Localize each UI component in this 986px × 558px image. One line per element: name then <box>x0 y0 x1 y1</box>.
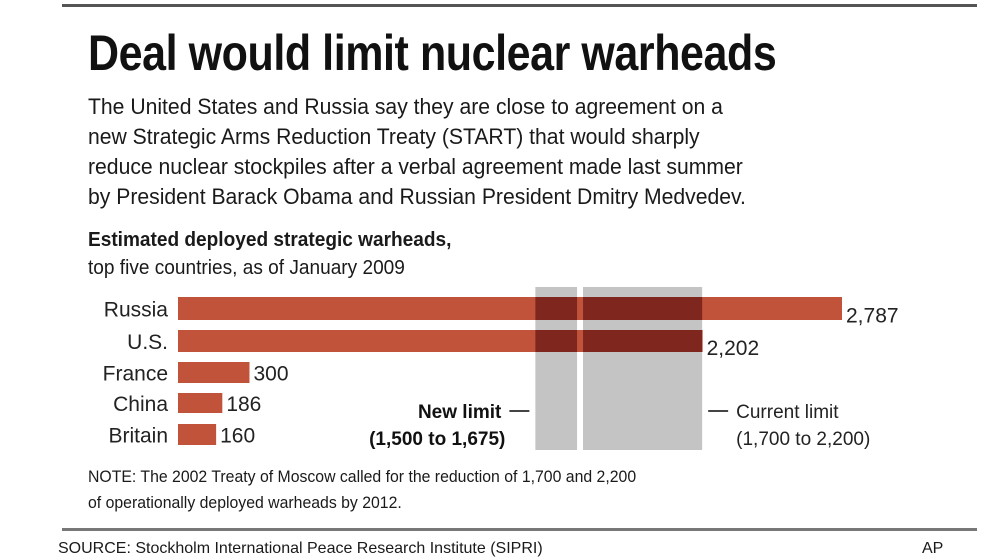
chart-heading: Estimated deployed strategic warheads, t… <box>88 226 451 282</box>
intro-text: The United States and Russia say they ar… <box>88 92 896 212</box>
value-label: 2,787 <box>846 305 899 328</box>
intro-line: by President Barack Obama and Russian Pr… <box>88 184 746 209</box>
category-label: France <box>103 363 168 386</box>
note-line: NOTE: The 2002 Treaty of Moscow called f… <box>88 467 637 486</box>
bar-overlap <box>583 330 703 352</box>
bar-overlap <box>535 297 578 320</box>
category-label: Britain <box>108 425 168 448</box>
value-label: 160 <box>220 425 255 448</box>
chart-title: Estimated deployed strategic warheads, <box>88 228 452 251</box>
category-label: Russia <box>104 299 169 322</box>
chart-subtitle: top five countries, as of January 2009 <box>88 256 405 279</box>
note: NOTE: The 2002 Treaty of Moscow called f… <box>88 464 636 516</box>
current-limit-range: (1,700 to 2,200) <box>736 429 870 450</box>
headline: Deal would limit nuclear warheads <box>88 25 777 81</box>
note-line: of operationally deployed warheads by 20… <box>88 493 402 512</box>
bar-france <box>178 362 250 383</box>
bottom-rule <box>62 528 977 531</box>
new-limit-range: (1,500 to 1,675) <box>369 429 505 450</box>
new-limit-label: New limit <box>418 402 502 423</box>
top-rule <box>62 4 977 7</box>
intro-line: The United States and Russia say they ar… <box>88 94 723 119</box>
current-limit-label: Current limit <box>736 402 839 423</box>
bar-china <box>178 393 223 413</box>
value-label: 300 <box>253 363 288 386</box>
credit: AP <box>922 540 944 557</box>
bar-overlap <box>535 330 578 352</box>
source: SOURCE: Stockholm International Peace Re… <box>58 540 543 557</box>
value-label: 2,202 <box>707 337 760 360</box>
bar-overlap <box>583 297 703 320</box>
intro-line: reduce nuclear stockpiles after a verbal… <box>88 154 743 179</box>
category-label: U.S. <box>127 331 168 354</box>
value-label: 186 <box>226 393 261 416</box>
intro-line: new Strategic Arms Reduction Treaty (STA… <box>88 124 700 149</box>
bar-russia <box>178 297 842 320</box>
category-label: China <box>113 393 168 416</box>
bar-britain <box>178 424 217 445</box>
